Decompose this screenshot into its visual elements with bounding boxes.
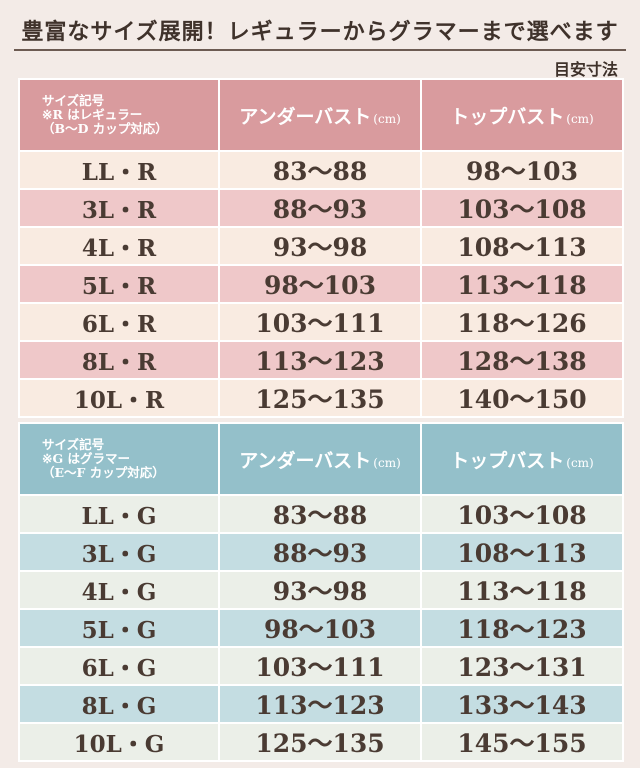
under-bust-label: アンダーバスト xyxy=(239,105,372,128)
table-row: 4L・G 93〜98 113〜118 xyxy=(20,572,622,608)
under-bust-cell: 113〜123 xyxy=(220,686,420,722)
size-cell: 3L・G xyxy=(20,534,218,570)
table-row: 5L・R 98〜103 113〜118 xyxy=(20,266,622,302)
top-bust-cell: 118〜126 xyxy=(422,304,622,340)
top-bust-cell: 113〜118 xyxy=(422,266,622,302)
table-row: LL・R 83〜88 98〜103 xyxy=(20,152,622,188)
under-bust-header: アンダーバスト (cm) xyxy=(220,80,420,150)
top-bust-cell: 113〜118 xyxy=(422,572,622,608)
under-bust-cell: 103〜111 xyxy=(220,648,420,684)
page-title: 豊富なサイズ展開！レギュラーからグラマーまで選べます xyxy=(21,19,619,45)
table-row: LL・G 83〜88 103〜108 xyxy=(20,496,622,532)
size-cell: 10L・R xyxy=(20,380,218,416)
title-divider xyxy=(14,49,626,51)
top-bust-cell: 98〜103 xyxy=(422,152,622,188)
under-bust-cell: 98〜103 xyxy=(220,610,420,646)
under-bust-cell: 125〜135 xyxy=(220,380,420,416)
top-bust-cell: 118〜123 xyxy=(422,610,622,646)
unit-note: 目安寸法 xyxy=(553,60,618,79)
size-cell: LL・G xyxy=(20,496,218,532)
unit-label: (cm) xyxy=(566,111,594,126)
size-cell: 8L・G xyxy=(20,686,218,722)
size-cell: 4L・G xyxy=(20,572,218,608)
unit-label: (cm) xyxy=(566,455,594,470)
unit-label: (cm) xyxy=(373,455,401,470)
top-bust-cell: 123〜131 xyxy=(422,648,622,684)
size-key-line: （B〜D カップ対応） xyxy=(42,121,168,136)
size-table-glamour: サイズ記号 ※G はグラマー （E〜F カップ対応） アンダーバスト (cm) ト… xyxy=(18,422,624,762)
size-key-line: サイズ記号 xyxy=(42,437,105,452)
table-row: 10L・R 125〜135 140〜150 xyxy=(20,380,622,416)
top-bust-cell: 108〜113 xyxy=(422,228,622,264)
size-cell: 3L・R xyxy=(20,190,218,226)
size-cell: 6L・G xyxy=(20,648,218,684)
under-bust-cell: 83〜88 xyxy=(220,496,420,532)
size-cell: LL・R xyxy=(20,152,218,188)
table-row: 6L・G 103〜111 123〜131 xyxy=(20,648,622,684)
under-bust-cell: 83〜88 xyxy=(220,152,420,188)
top-bust-cell: 108〜113 xyxy=(422,534,622,570)
table-row: 4L・R 93〜98 108〜113 xyxy=(20,228,622,264)
under-bust-cell: 113〜123 xyxy=(220,342,420,378)
size-table-regular: サイズ記号 ※R はレギュラー （B〜D カップ対応） アンダーバスト (cm) … xyxy=(18,78,624,418)
size-key-header: サイズ記号 ※G はグラマー （E〜F カップ対応） xyxy=(20,424,218,494)
size-key-line: ※R はレギュラー xyxy=(42,107,143,122)
table-row: 6L・R 103〜111 118〜126 xyxy=(20,304,622,340)
unit-label: (cm) xyxy=(373,111,401,126)
under-bust-cell: 93〜98 xyxy=(220,572,420,608)
size-key-line: ※G はグラマー xyxy=(42,451,131,466)
size-cell: 8L・R xyxy=(20,342,218,378)
top-bust-label: トップバスト xyxy=(450,449,565,472)
under-bust-cell: 93〜98 xyxy=(220,228,420,264)
size-cell: 4L・R xyxy=(20,228,218,264)
size-cell: 6L・R xyxy=(20,304,218,340)
table-header-row: サイズ記号 ※G はグラマー （E〜F カップ対応） アンダーバスト (cm) ト… xyxy=(20,424,622,494)
top-bust-header: トップバスト (cm) xyxy=(422,424,622,494)
top-bust-cell: 140〜150 xyxy=(422,380,622,416)
top-bust-cell: 103〜108 xyxy=(422,496,622,532)
table-row: 3L・R 88〜93 103〜108 xyxy=(20,190,622,226)
top-bust-label: トップバスト xyxy=(450,105,565,128)
top-bust-header: トップバスト (cm) xyxy=(422,80,622,150)
table-row: 5L・G 98〜103 118〜123 xyxy=(20,610,622,646)
table-row: 8L・G 113〜123 133〜143 xyxy=(20,686,622,722)
under-bust-cell: 98〜103 xyxy=(220,266,420,302)
top-bust-cell: 145〜155 xyxy=(422,724,622,760)
size-cell: 10L・G xyxy=(20,724,218,760)
top-bust-cell: 103〜108 xyxy=(422,190,622,226)
top-bust-cell: 128〜138 xyxy=(422,342,622,378)
under-bust-label: アンダーバスト xyxy=(239,449,372,472)
table-row: 10L・G 125〜135 145〜155 xyxy=(20,724,622,760)
under-bust-cell: 88〜93 xyxy=(220,190,420,226)
size-key-line: サイズ記号 xyxy=(42,93,105,108)
top-bust-cell: 133〜143 xyxy=(422,686,622,722)
size-key-line: （E〜F カップ対応） xyxy=(42,465,165,480)
under-bust-cell: 103〜111 xyxy=(220,304,420,340)
table-header-row: サイズ記号 ※R はレギュラー （B〜D カップ対応） アンダーバスト (cm) … xyxy=(20,80,622,150)
size-cell: 5L・G xyxy=(20,610,218,646)
under-bust-header: アンダーバスト (cm) xyxy=(220,424,420,494)
size-key-header: サイズ記号 ※R はレギュラー （B〜D カップ対応） xyxy=(20,80,218,150)
size-cell: 5L・R xyxy=(20,266,218,302)
table-row: 3L・G 88〜93 108〜113 xyxy=(20,534,622,570)
under-bust-cell: 88〜93 xyxy=(220,534,420,570)
table-row: 8L・R 113〜123 128〜138 xyxy=(20,342,622,378)
under-bust-cell: 125〜135 xyxy=(220,724,420,760)
